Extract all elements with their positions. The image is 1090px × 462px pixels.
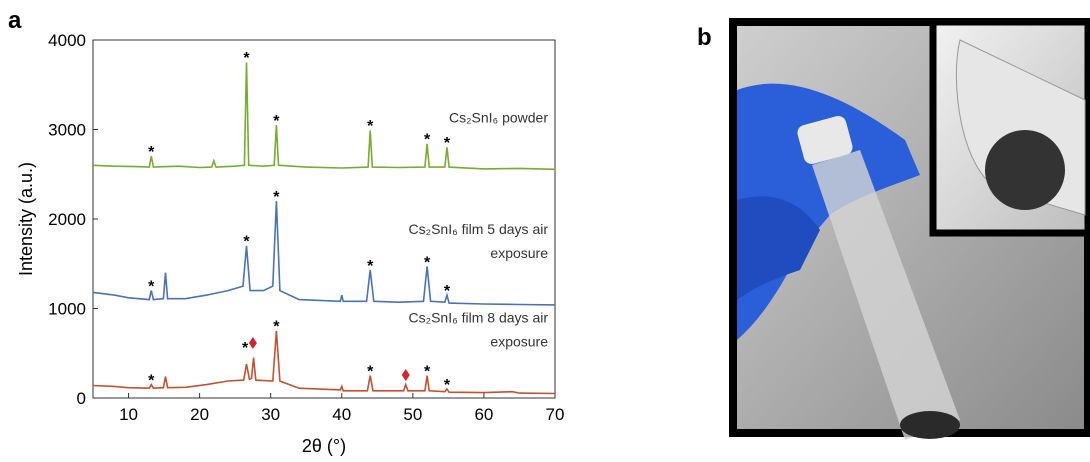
series-line: [92, 201, 556, 306]
photo: [729, 18, 1090, 440]
y-tick-label: 1000: [48, 300, 86, 319]
peak-marker: *: [367, 118, 374, 135]
peak-marker: *: [367, 258, 374, 275]
peak-marker: *: [243, 50, 250, 67]
peak-marker: *: [444, 135, 451, 152]
x-tick-label: 10: [119, 405, 138, 424]
series-line: [92, 62, 556, 171]
panel-label: b: [697, 24, 712, 51]
y-tick-label: 2000: [48, 210, 86, 229]
peak-marker: *: [273, 189, 280, 206]
plot-area: [92, 39, 556, 399]
series-line: [92, 330, 556, 395]
x-tick-label: 70: [546, 405, 565, 424]
peak-marker: *: [148, 278, 155, 295]
impurity-marker: [248, 336, 257, 349]
peak-marker: *: [243, 234, 250, 251]
x-tick-label: 30: [261, 405, 280, 424]
y-tick-label: 4000: [48, 31, 86, 50]
y-axis-label: Intensity (a.u.): [16, 162, 36, 276]
peak-marker: *: [273, 113, 280, 130]
impurity-marker: [401, 368, 410, 381]
series-label: Cs₂SnI₆ powder: [449, 109, 548, 125]
peak-marker: *: [424, 363, 431, 380]
panel-label: a: [8, 7, 22, 34]
series-label: exposure: [490, 334, 548, 350]
peak-marker: *: [424, 254, 431, 271]
series-label: Cs₂SnI₆ film 8 days air: [409, 310, 549, 326]
peak-marker: *: [242, 340, 249, 357]
x-axis-label: 2θ (°): [302, 436, 346, 456]
peak-marker: *: [367, 363, 374, 380]
peak-marker: *: [444, 283, 451, 300]
x-tick-label: 40: [332, 405, 351, 424]
x-tick-label: 50: [403, 405, 422, 424]
peak-marker: *: [148, 144, 155, 161]
x-tick-label: 20: [190, 405, 209, 424]
peak-marker: *: [424, 132, 431, 149]
y-tick-label: 3000: [48, 121, 86, 140]
peak-marker: *: [273, 319, 280, 336]
x-tick-label: 60: [474, 405, 493, 424]
peak-marker: *: [148, 372, 155, 389]
series-label: exposure: [490, 245, 548, 261]
peak-marker: *: [444, 377, 451, 394]
series-label: Cs₂SnI₆ film 5 days air: [409, 221, 549, 237]
y-tick-label: 0: [77, 389, 86, 408]
